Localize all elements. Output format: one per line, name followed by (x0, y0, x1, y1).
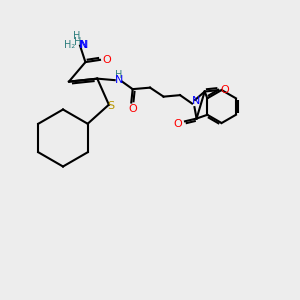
Text: H: H (74, 37, 81, 47)
Text: H: H (73, 31, 81, 41)
Text: N: N (115, 75, 123, 85)
Text: O: O (102, 55, 111, 65)
Text: S: S (107, 101, 114, 111)
Text: O: O (220, 85, 229, 95)
Text: O: O (174, 119, 182, 129)
Text: H: H (115, 70, 123, 80)
Text: N: N (191, 96, 200, 106)
Text: O: O (129, 104, 137, 114)
Text: N: N (79, 40, 87, 50)
Text: N: N (80, 40, 88, 50)
Text: H₂: H₂ (64, 40, 75, 50)
